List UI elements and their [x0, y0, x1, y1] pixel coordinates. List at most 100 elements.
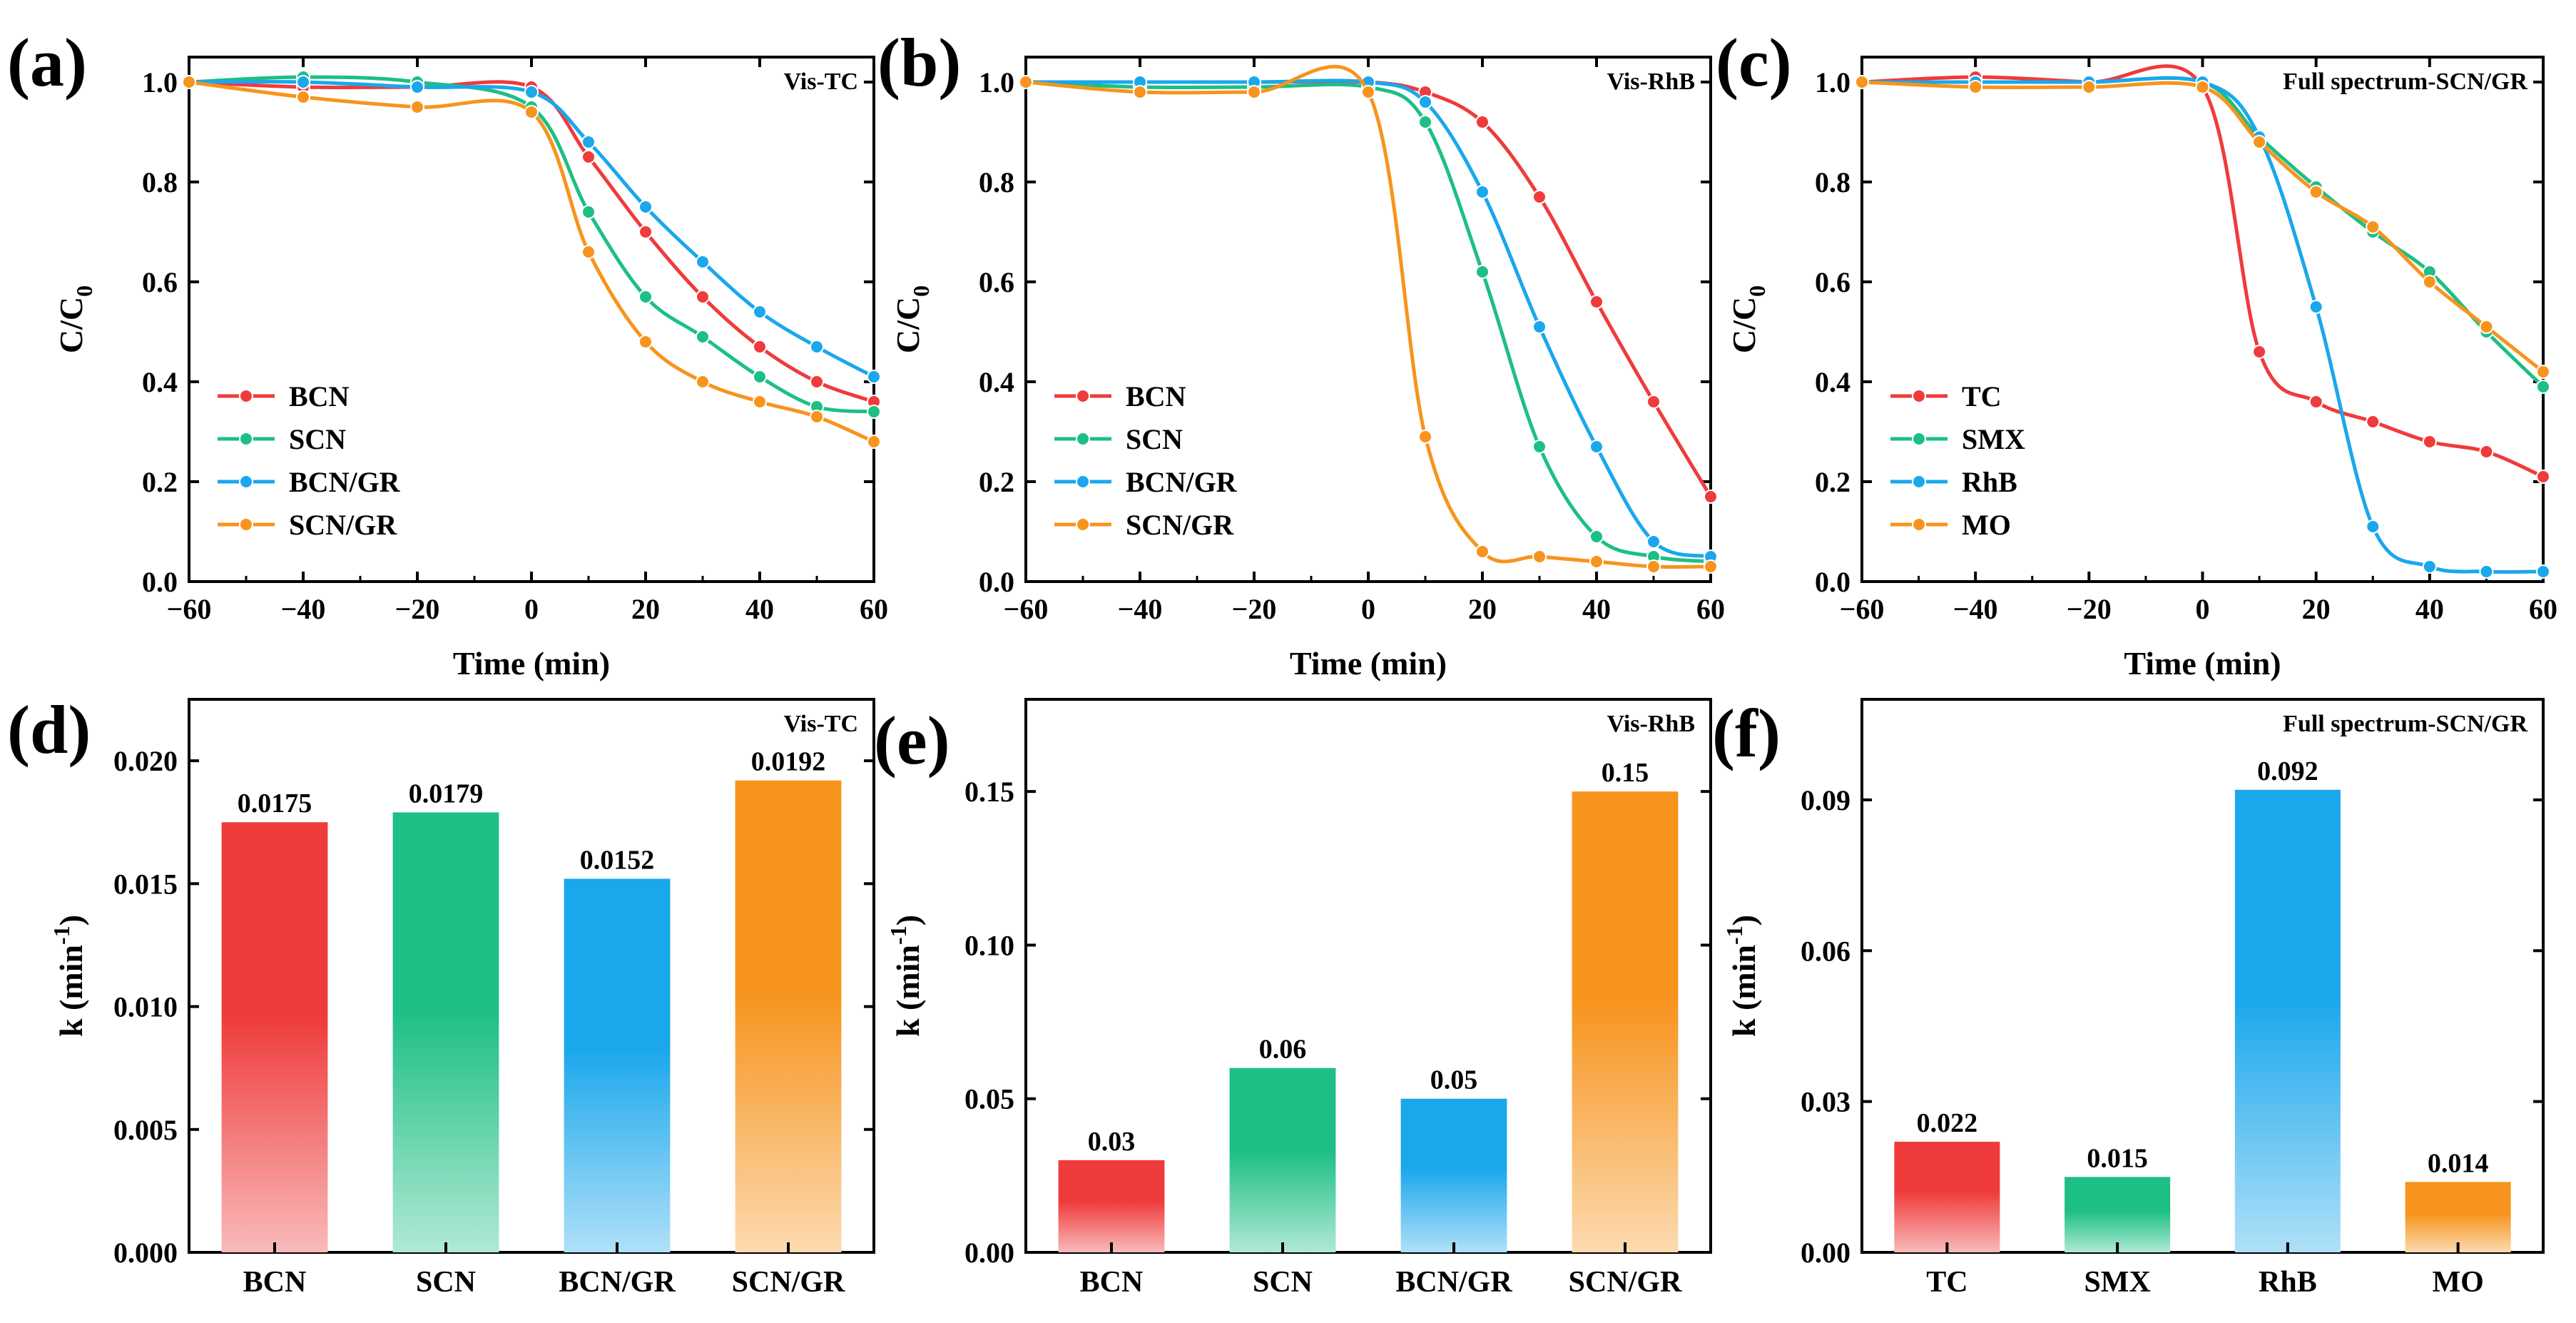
x-tick-label: −60: [1004, 593, 1049, 625]
data-point: [1247, 85, 1261, 99]
legend-marker: [239, 475, 253, 489]
x-tick-label: −40: [1118, 593, 1163, 625]
panel-title: Vis-TC: [783, 69, 858, 95]
y-tick-label: 0.2: [979, 466, 1014, 498]
legend-entry: BCN/GR: [218, 466, 401, 498]
legend-label: SCN/GR: [1126, 509, 1234, 541]
data-point: [581, 205, 596, 219]
legend-marker: [1076, 432, 1090, 446]
y-axis-title-main: k (min: [1726, 945, 1762, 1037]
legend-marker: [1076, 475, 1090, 489]
data-point: [1646, 559, 1661, 574]
data-point: [1589, 554, 1604, 569]
y-tick-label: 0.000: [113, 1237, 178, 1269]
y-tick-label: 1.0: [142, 66, 178, 98]
series-mo: [1855, 75, 2550, 379]
data-point: [1646, 534, 1661, 549]
panel-label: (a): [7, 24, 87, 101]
legend-marker: [1912, 432, 1926, 446]
data-point: [2479, 564, 2494, 579]
y-axis-title: k (min-1): [1721, 915, 1762, 1037]
y-axis-title-end: ): [53, 915, 89, 926]
x-tick-label: 0: [1361, 593, 1375, 625]
legend-marker: [1912, 389, 1926, 403]
series-bcn: [1019, 75, 1718, 504]
data-point: [2308, 185, 2323, 199]
y-tick-label: 0.00: [1801, 1237, 1850, 1269]
legend-marker: [239, 389, 253, 403]
data-point: [696, 375, 710, 389]
y-axis-title: C/C0: [1726, 285, 1770, 353]
y-axis-title-text: k (min-1): [1721, 915, 1762, 1037]
y-axis-title-main: k (min: [53, 945, 89, 1037]
legend-label: SCN: [1126, 423, 1183, 455]
series-line: [188, 75, 875, 414]
y-tick-label: 0.2: [142, 466, 178, 498]
data-point: [1475, 115, 1490, 129]
legend-entry: BCN/GR: [1054, 466, 1238, 498]
data-point: [2536, 564, 2550, 579]
y-tick-label: 0.0: [1815, 566, 1850, 598]
x-tick-label: 60: [860, 593, 888, 625]
series-bcn-gr: [1019, 75, 1718, 564]
data-point: [696, 290, 710, 304]
data-point: [410, 80, 424, 94]
data-point: [753, 370, 767, 384]
data-point: [2479, 445, 2494, 459]
legend-marker: [1912, 517, 1926, 532]
data-point: [2422, 275, 2437, 289]
y-tick-label: 0.00: [964, 1237, 1014, 1269]
x-tick-label: 0: [524, 593, 539, 625]
data-point: [581, 150, 596, 164]
y-axis-title-main: C/C: [890, 297, 926, 353]
series-line: [1861, 76, 2545, 388]
category-label: BCN/GR: [1395, 1266, 1512, 1299]
legend-entry: BCN: [1054, 380, 1186, 412]
data-point: [696, 255, 710, 269]
data-point: [2536, 380, 2550, 394]
y-tick-label: 0.03: [1801, 1086, 1850, 1118]
x-tick-label: 40: [1582, 593, 1611, 625]
data-point: [2308, 300, 2323, 314]
legend-entry: SCN/GR: [218, 509, 397, 541]
data-point: [867, 435, 881, 449]
legend-entry: TC: [1890, 380, 2002, 412]
x-tick-label: −20: [2067, 593, 2112, 625]
y-tick-label: 0.005: [113, 1114, 178, 1146]
bar-value-label: 0.0175: [238, 789, 312, 818]
data-point: [1019, 75, 1033, 89]
y-tick-label: 0.015: [113, 868, 178, 900]
bar-bcn-gr: [564, 878, 671, 1252]
data-point: [810, 375, 824, 389]
bar-value-label: 0.014: [2428, 1148, 2489, 1178]
data-point: [581, 245, 596, 259]
legend-entry: MO: [1890, 509, 2011, 541]
legend-entry: RhB: [1890, 466, 2017, 498]
y-tick-label: 0.0: [979, 566, 1014, 598]
data-point: [2252, 135, 2267, 149]
data-point: [1418, 115, 1432, 129]
data-point: [638, 225, 653, 239]
y-axis-title-text: C/C0: [53, 285, 97, 353]
legend-label: BCN/GR: [1126, 466, 1238, 498]
y-axis-title-superscript: -1: [885, 926, 911, 945]
y-tick-label: 0.8: [979, 166, 1014, 198]
y-tick-label: 0.05: [964, 1083, 1014, 1115]
data-point: [1475, 265, 1490, 279]
y-tick-label: 0.09: [1801, 784, 1850, 816]
legend-label: RhB: [1962, 466, 2017, 498]
bar-value-label: 0.15: [1602, 758, 1649, 788]
series-smx: [1855, 75, 2550, 394]
x-tick-label: −60: [167, 593, 212, 625]
data-point: [2479, 320, 2494, 334]
data-point: [296, 90, 310, 104]
data-point: [1418, 95, 1432, 109]
y-axis-title-end: ): [1726, 915, 1762, 926]
bar-value-label: 0.015: [2087, 1143, 2148, 1173]
panel-title: Vis-RhB: [1607, 711, 1695, 737]
y-tick-label: 0.8: [1815, 166, 1850, 198]
bar-smx: [2065, 1177, 2171, 1252]
y-tick-label: 0.6: [979, 266, 1014, 298]
bar-value-label: 0.0179: [409, 779, 484, 808]
data-point: [2366, 220, 2381, 234]
